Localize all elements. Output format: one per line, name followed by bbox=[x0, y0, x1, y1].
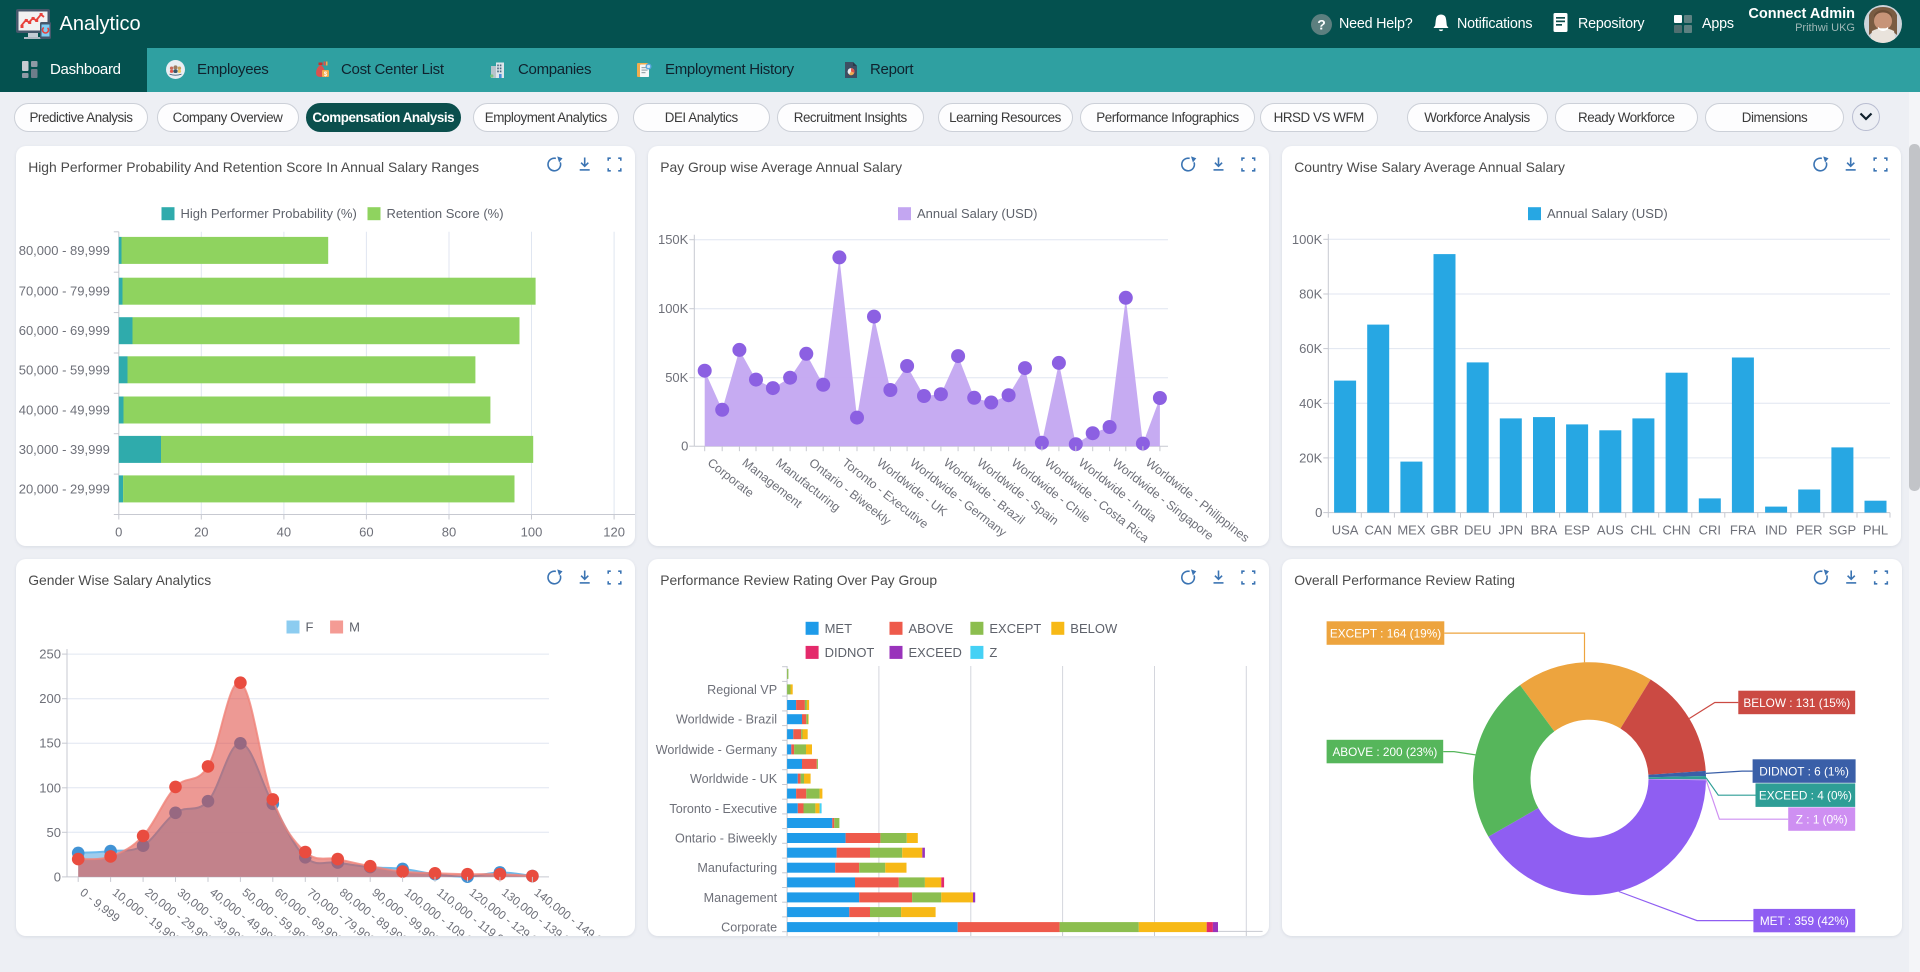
svg-text:100: 100 bbox=[520, 524, 542, 539]
svg-text:0: 0 bbox=[1315, 505, 1322, 520]
svg-text:EXCEED : 4 (0%): EXCEED : 4 (0%) bbox=[1759, 788, 1852, 802]
svg-text:200: 200 bbox=[39, 691, 61, 706]
svg-text:80K: 80K bbox=[1299, 286, 1322, 301]
svg-text:100K: 100K bbox=[1292, 232, 1323, 247]
svg-text:Annual Salary (USD): Annual Salary (USD) bbox=[917, 206, 1038, 221]
svg-text:100K: 100K bbox=[658, 301, 689, 316]
svg-text:PER: PER bbox=[1796, 522, 1823, 537]
svg-text:JPN: JPN bbox=[1499, 522, 1524, 537]
svg-text:BELOW: BELOW bbox=[1070, 620, 1118, 635]
svg-text:250: 250 bbox=[39, 646, 61, 661]
svg-text:MET : 359 (42%): MET : 359 (42%) bbox=[1760, 914, 1849, 928]
svg-text:60: 60 bbox=[359, 524, 373, 539]
svg-text:50,000 - 59,999: 50,000 - 59,999 bbox=[18, 362, 109, 377]
svg-text:Performance Review Rating Over: Performance Review Rating Over Pay Group bbox=[660, 572, 937, 588]
svg-text:Management: Management bbox=[704, 890, 778, 904]
svg-text:DIDNOT : 6 (1%): DIDNOT : 6 (1%) bbox=[1759, 764, 1849, 778]
svg-text:DEU: DEU bbox=[1464, 522, 1491, 537]
svg-text:30,000 - 39,999: 30,000 - 39,999 bbox=[18, 442, 109, 457]
svg-text:50: 50 bbox=[46, 824, 60, 839]
svg-text:Retention Score (%): Retention Score (%) bbox=[386, 206, 503, 221]
svg-text:EXCEED: EXCEED bbox=[908, 644, 961, 659]
svg-text:20,000 - 29,999: 20,000 - 29,999 bbox=[18, 481, 109, 496]
svg-text:CAN: CAN bbox=[1364, 522, 1391, 537]
svg-text:60K: 60K bbox=[1299, 341, 1322, 356]
svg-text:Worldwide - UK: Worldwide - UK bbox=[690, 772, 778, 786]
svg-text:High Performer Probability And: High Performer Probability And Retention… bbox=[28, 159, 479, 175]
svg-text:ABOVE: ABOVE bbox=[908, 620, 953, 635]
svg-text:MEX: MEX bbox=[1397, 522, 1426, 537]
svg-text:Z : 1 (0%): Z : 1 (0%) bbox=[1796, 812, 1848, 826]
svg-text:Worldwide - Brazil: Worldwide - Brazil bbox=[676, 712, 777, 726]
svg-text:M: M bbox=[349, 619, 360, 634]
svg-text:50K: 50K bbox=[665, 370, 688, 385]
svg-text:0: 0 bbox=[53, 869, 60, 884]
svg-text:ESP: ESP bbox=[1564, 522, 1590, 537]
svg-text:80,000 - 89,999: 80,000 - 89,999 bbox=[18, 243, 109, 258]
svg-text:BRA: BRA bbox=[1531, 522, 1558, 537]
svg-text:Ontario - Biweekly: Ontario - Biweekly bbox=[675, 831, 778, 845]
svg-text:CHN: CHN bbox=[1663, 522, 1691, 537]
svg-text:60,000 - 69,999: 60,000 - 69,999 bbox=[18, 323, 109, 338]
svg-text:Annual Salary (USD): Annual Salary (USD) bbox=[1547, 206, 1668, 221]
svg-text:?: ? bbox=[1317, 16, 1326, 32]
svg-text:IND: IND bbox=[1765, 522, 1787, 537]
svg-text:Country Wise Salary Average An: Country Wise Salary Average Annual Salar… bbox=[1294, 159, 1565, 175]
svg-text:EXCEPT : 164 (19%): EXCEPT : 164 (19%) bbox=[1330, 626, 1441, 640]
svg-text:Pay Group wise Average Annual: Pay Group wise Average Annual Salary bbox=[660, 159, 902, 175]
svg-text:EXCEPT: EXCEPT bbox=[989, 620, 1041, 635]
svg-text:MET: MET bbox=[825, 620, 852, 635]
svg-text:70,000 - 79,999: 70,000 - 79,999 bbox=[18, 283, 109, 298]
svg-text:40: 40 bbox=[276, 524, 290, 539]
svg-text:120: 120 bbox=[603, 524, 625, 539]
svg-text:PHL: PHL bbox=[1863, 522, 1888, 537]
svg-text:Manufacturing: Manufacturing bbox=[697, 861, 777, 875]
svg-text:Gender Wise Salary Analytics: Gender Wise Salary Analytics bbox=[28, 572, 211, 588]
svg-text:40,000 - 49,999: 40,000 - 49,999 bbox=[18, 402, 109, 417]
svg-text:USA: USA bbox=[1332, 522, 1359, 537]
svg-text:150K: 150K bbox=[658, 232, 689, 247]
svg-text:20: 20 bbox=[194, 524, 208, 539]
svg-text:F: F bbox=[305, 619, 313, 634]
svg-text:Corporate: Corporate bbox=[721, 920, 777, 934]
svg-text:40K: 40K bbox=[1299, 396, 1322, 411]
svg-text:SGP: SGP bbox=[1829, 522, 1856, 537]
svg-text:CHL: CHL bbox=[1630, 522, 1656, 537]
svg-text:BELOW : 131 (15%): BELOW : 131 (15%) bbox=[1743, 695, 1850, 709]
svg-text:Regional VP: Regional VP bbox=[707, 682, 777, 696]
svg-text:Toronto - Executive: Toronto - Executive bbox=[669, 801, 777, 815]
svg-text:Overall Performance Review Rat: Overall Performance Review Rating bbox=[1294, 572, 1515, 588]
svg-text:Z: Z bbox=[989, 644, 997, 659]
svg-text:80: 80 bbox=[441, 524, 455, 539]
svg-text:DIDNOT: DIDNOT bbox=[825, 644, 875, 659]
svg-text:150: 150 bbox=[39, 735, 61, 750]
svg-text:GBR: GBR bbox=[1430, 522, 1458, 537]
svg-text:20K: 20K bbox=[1299, 450, 1322, 465]
svg-text:Worldwide - Germany: Worldwide - Germany bbox=[656, 742, 778, 756]
svg-text:High Performer Probability (%): High Performer Probability (%) bbox=[180, 206, 356, 221]
svg-text:0: 0 bbox=[115, 524, 122, 539]
svg-text:AUS: AUS bbox=[1597, 522, 1624, 537]
svg-text:100: 100 bbox=[39, 780, 61, 795]
svg-text:ABOVE : 200 (23%): ABOVE : 200 (23%) bbox=[1332, 745, 1437, 759]
svg-text:0: 0 bbox=[681, 438, 688, 453]
svg-text:$: $ bbox=[324, 72, 328, 78]
svg-text:CRI: CRI bbox=[1699, 522, 1721, 537]
svg-text:FRA: FRA bbox=[1730, 522, 1756, 537]
